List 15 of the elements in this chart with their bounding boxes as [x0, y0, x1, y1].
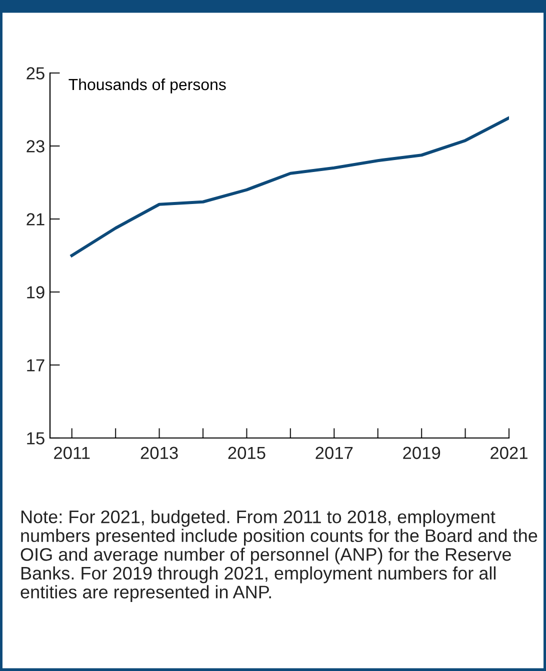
y-tick-label: 21 — [26, 213, 44, 226]
y-axis-title: Thousands of persons — [68, 78, 226, 94]
x-tick-label: 2017 — [316, 446, 353, 460]
y-tick-label: 17 — [27, 359, 44, 372]
x-tick-label: 2019 — [403, 446, 440, 460]
y-tick-label: 19 — [27, 286, 44, 298]
y-tick-label: 23 — [26, 140, 44, 152]
y-tick-label: 25 — [26, 67, 44, 80]
line-series — [70, 116, 509, 258]
x-tick-label: 2011 — [54, 446, 90, 460]
x-tick-label: 2021 — [490, 446, 528, 460]
x-tick-label: 2015 — [228, 446, 266, 460]
y-tick-label: 15 — [27, 432, 44, 444]
x-tick-label: 2013 — [140, 446, 178, 460]
text: Note: For 2021, budgeted. From 2011 to 2018, employment numbers presented include position counts for the Board and the OIG and average number of personnel (ANP) for the Reserve Banks. For 2019 through 2021, employment numbers for all entities are represented in ANP. — [20, 510, 538, 602]
